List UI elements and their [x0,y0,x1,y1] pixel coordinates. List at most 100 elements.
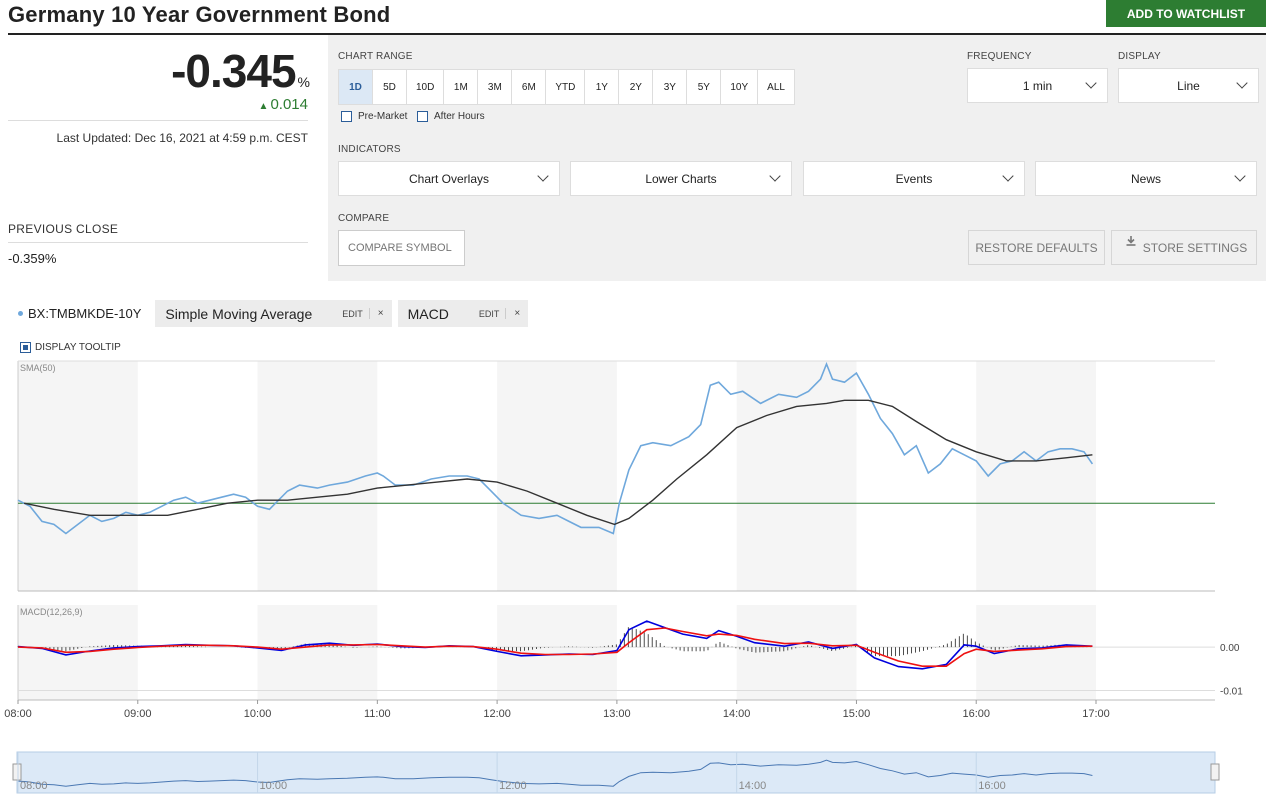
compare-symbol-input[interactable] [338,230,465,266]
navigator-range [16,751,1216,794]
hour-band [976,361,1096,591]
checkbox-box[interactable] [417,111,428,122]
range-button-10y[interactable]: 10Y [721,70,759,104]
events-select[interactable]: Events [803,161,1025,196]
range-button-5y[interactable]: 5Y [687,70,722,104]
sma-panel-label: SMA(50) [20,363,56,373]
chart-legend: BX:TMBMKDE-10Y Simple Moving Average EDI… [18,300,534,327]
sma-line [23,399,1093,526]
x-tick-label: 14:00 [723,708,751,720]
chart-overlays-select[interactable]: Chart Overlays [338,161,560,196]
store-settings-button[interactable]: STORE SETTINGS [1111,230,1257,265]
pre-market-label: Pre-Market [358,111,408,122]
close-icon[interactable]: × [505,308,528,319]
chart-range-buttons: 1D 5D 10D 1M 3M 6M YTD 1Y 2Y 3Y 5Y 10Y ALL [338,69,795,105]
add-to-watchlist-button[interactable]: ADD TO WATCHLIST [1106,0,1266,27]
hour-band [18,361,138,591]
range-button-ytd[interactable]: YTD [546,70,586,104]
x-tick-label: 17:00 [1082,708,1110,720]
restore-defaults-button[interactable]: RESTORE DEFAULTS [968,230,1105,265]
title-divider [8,33,1266,35]
navigator-tick-label: 10:00 [260,780,288,792]
navigator-tick-label: 12:00 [499,780,527,792]
after-hours-checkbox[interactable]: After Hours [417,111,485,122]
chart-controls-panel: CHART RANGE 1D 5D 10D 1M 3M 6M YTD 1Y 2Y 3Y 5Y 10Y A… [328,35,1266,281]
price-line [17,361,1094,535]
pre-market-checkbox[interactable]: Pre-Market [341,111,407,122]
quote-divider [8,120,308,121]
after-hours-label: After Hours [434,111,485,122]
hour-band [736,361,857,591]
news-label: News [1130,171,1161,186]
macd-panel-label: MACD(12,26,9) [20,607,83,617]
range-button-1y[interactable]: 1Y [585,70,620,104]
price-unit: % [297,74,310,90]
range-button-10d[interactable]: 10D [407,70,445,104]
y-tick-label: 0.00 [1220,643,1240,654]
signal-line [17,627,1093,667]
lower-charts-label: Lower Charts [645,171,717,186]
hour-band [257,605,378,700]
price-chart[interactable]: SMA(50)MACD(12,26,9)-0.32%-0.34%-0.36%-0… [0,355,1266,795]
range-button-3y[interactable]: 3Y [653,70,688,104]
range-button-all[interactable]: ALL [758,70,794,104]
change-value: 0.014 [270,96,308,113]
up-arrow-icon: ▲ [258,101,269,112]
price-row: -0.345 % [171,46,310,96]
x-tick-label: 10:00 [244,708,272,720]
y-tick-label: -0.01 [1220,686,1243,697]
lower-charts-select[interactable]: Lower Charts [570,161,792,196]
range-button-1m[interactable]: 1M [444,70,479,104]
navigator-tick-label: 16:00 [978,780,1006,792]
chevron-down-icon [1236,77,1248,89]
chart-range-label: CHART RANGE [338,51,413,62]
range-button-3m[interactable]: 3M [478,70,513,104]
chevron-down-icon [537,170,549,182]
chevron-down-icon [769,170,781,182]
page-title: Germany 10 Year Government Bond [8,2,391,27]
news-select[interactable]: News [1035,161,1257,196]
x-tick-label: 11:00 [364,708,391,720]
close-icon[interactable]: × [368,308,392,319]
hour-band [736,605,857,700]
hour-band [257,361,378,591]
x-tick-label: 08:00 [4,708,32,720]
events-label: Events [895,171,933,186]
display-select[interactable]: Line [1118,68,1259,103]
navigator-right-handle[interactable] [1210,763,1220,781]
display-tooltip-label: DISPLAY TOOLTIP [35,342,121,353]
hour-band [497,361,617,591]
navigator-left-handle[interactable] [12,763,22,781]
frequency-value: 1 min [1022,78,1053,93]
previous-close-label: PREVIOUS CLOSE [8,222,119,236]
checkbox-box[interactable] [20,342,31,353]
store-settings-label: STORE SETTINGS [1142,240,1248,255]
compare-label: COMPARE [338,213,390,224]
previous-close-value: -0.359% [8,251,57,266]
x-tick-label: 09:00 [124,708,152,720]
study-macd-chip: MACD EDIT × [397,300,529,327]
edit-study-button[interactable]: EDIT [342,308,363,319]
checkbox-box[interactable] [341,111,352,122]
current-price: -0.345 [171,45,296,97]
indicators-label: INDICATORS [338,144,401,155]
display-tooltip-checkbox[interactable]: DISPLAY TOOLTIP [20,342,121,353]
range-button-2y[interactable]: 2Y [619,70,654,104]
x-tick-label: 12:00 [483,708,511,720]
x-tick-label: 15:00 [843,708,871,720]
range-button-6m[interactable]: 6M [512,70,547,104]
chevron-down-icon [1085,77,1097,89]
navigator-tick-label: 14:00 [739,780,767,792]
price-change: ▲ 0.014 [259,96,308,113]
frequency-select[interactable]: 1 min [967,68,1108,103]
chevron-down-icon [1234,170,1246,182]
edit-study-button[interactable]: EDIT [478,308,500,319]
x-tick-label: 16:00 [962,708,990,720]
x-tick-label: 13:00 [603,708,631,720]
range-button-1d[interactable]: 1D [339,70,373,104]
range-button-5d[interactable]: 5D [373,70,407,104]
previous-close-divider [8,242,308,243]
navigator-series-line [17,759,1093,787]
display-label: DISPLAY [1118,51,1161,62]
legend-symbol: BX:TMBMKDE-10Y [18,306,141,321]
